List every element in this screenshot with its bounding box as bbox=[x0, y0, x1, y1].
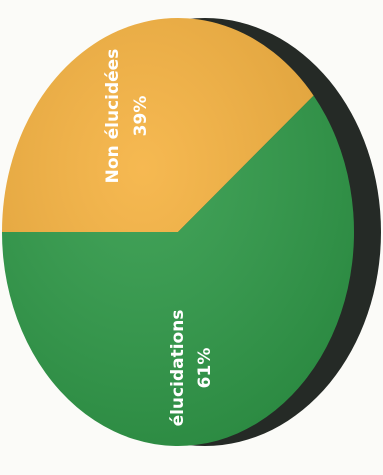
pie-sheen-overlay bbox=[2, 18, 354, 446]
slice-label-name: Non élucidées bbox=[103, 49, 123, 184]
slice-label-non-elucidees: Non élucidées 39% bbox=[103, 49, 151, 184]
slice-label-percent: 61% bbox=[195, 348, 215, 389]
slice-label-name: élucidations bbox=[168, 310, 188, 427]
slice-label-elucidations: élucidations 61% bbox=[168, 310, 215, 427]
slice-label-percent: 39% bbox=[131, 96, 151, 137]
